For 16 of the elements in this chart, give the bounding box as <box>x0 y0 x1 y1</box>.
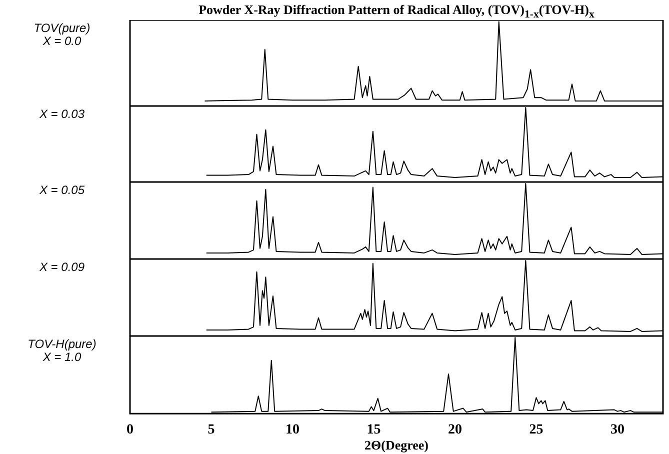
chart-title: Powder X-Ray Diffraction Pattern of Radical Alloy, (TOV)$_{1-x}$(TOV-H)$_{x}$ <box>198 1 596 21</box>
x-tick-label: 20 <box>448 422 462 438</box>
x-tick-label: 30 <box>610 422 624 438</box>
text: X = 0.09 <box>38 260 86 274</box>
x-tick-label: 10 <box>286 422 300 438</box>
x-tick-label: 15 <box>366 422 381 438</box>
text: X = 0.03 <box>38 107 86 121</box>
x-axis-title: 2Θ(Degree) <box>364 438 429 453</box>
x-tick-label: 0 <box>126 422 134 438</box>
text: X = 0.05 <box>38 183 86 197</box>
text: TOV(pure) <box>32 21 92 35</box>
text: X = 1.0 <box>42 350 82 364</box>
x-tick-label: 5 <box>208 422 215 438</box>
x-tick-label: 25 <box>529 422 544 438</box>
text: TOV-H(pure) <box>26 337 98 351</box>
text: X = 0.0 <box>42 34 82 48</box>
